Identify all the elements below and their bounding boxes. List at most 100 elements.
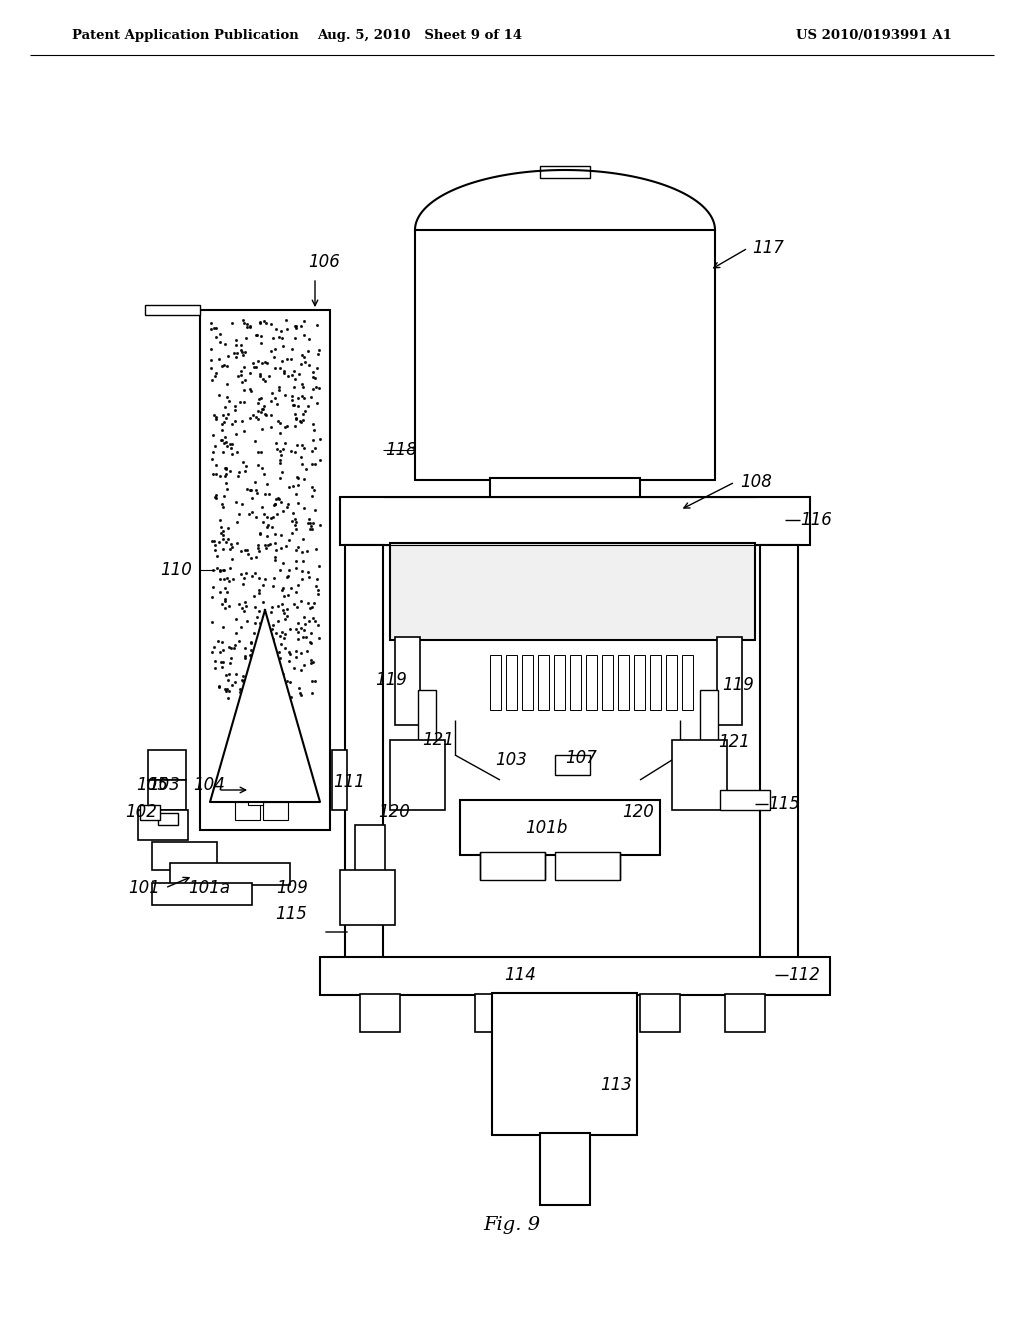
Point [233, 669, 250, 690]
Point [215, 560, 231, 581]
Point [303, 649, 319, 671]
Point [284, 338, 300, 359]
Point [234, 671, 251, 692]
Point [233, 360, 250, 381]
Point [206, 638, 222, 659]
Point [280, 585, 296, 606]
Point [303, 597, 319, 618]
Bar [720, 789, 770, 810]
Bar [418, 690, 436, 744]
Text: Aug. 5, 2010   Sheet 9 of 14: Aug. 5, 2010 Sheet 9 of 14 [317, 29, 522, 41]
Point [211, 676, 227, 697]
Point [213, 429, 229, 450]
Point [291, 677, 307, 698]
Bar [140, 805, 160, 820]
Point [254, 418, 270, 440]
Point [248, 407, 264, 428]
Point [284, 385, 300, 407]
Point [220, 671, 237, 692]
Point [263, 602, 280, 623]
Point [254, 399, 270, 420]
Point [248, 479, 264, 500]
Bar [682, 655, 693, 710]
Text: 120: 120 [622, 803, 654, 821]
Point [304, 486, 321, 507]
Point [238, 327, 254, 348]
Point [299, 540, 315, 561]
Point [288, 619, 304, 640]
Point [304, 413, 321, 434]
Point [256, 310, 272, 331]
Point [267, 432, 284, 453]
Point [268, 653, 285, 675]
Point [210, 631, 226, 652]
Point [249, 483, 265, 504]
Point [248, 356, 264, 378]
Point [288, 550, 304, 572]
Text: 115: 115 [768, 795, 800, 813]
Bar [540, 166, 590, 178]
Point [245, 653, 261, 675]
Point [266, 549, 283, 570]
Point [273, 634, 290, 655]
Point [267, 492, 284, 513]
Point [204, 370, 220, 391]
Point [214, 418, 230, 440]
Point [257, 535, 273, 556]
Point [211, 676, 227, 697]
Bar [672, 741, 727, 810]
Point [298, 627, 314, 648]
Point [220, 517, 237, 539]
Point [290, 474, 306, 495]
Point [293, 660, 309, 681]
Point [224, 444, 241, 465]
Point [259, 525, 275, 546]
Point [299, 640, 315, 661]
Point [243, 548, 259, 569]
Point [237, 461, 253, 482]
Point [252, 612, 268, 634]
Point [216, 334, 232, 355]
Point [233, 339, 250, 360]
Point [276, 432, 293, 453]
Point [220, 346, 237, 367]
Point [228, 334, 245, 355]
Bar [634, 655, 645, 710]
Point [220, 570, 237, 591]
Point [265, 327, 282, 348]
Point [232, 616, 249, 638]
Point [237, 638, 253, 659]
Point [251, 388, 267, 409]
Point [283, 577, 299, 598]
Point [271, 358, 288, 379]
Point [251, 568, 267, 589]
Point [307, 368, 324, 389]
Point [233, 411, 250, 432]
Point [298, 458, 314, 479]
Point [236, 310, 252, 331]
Point [265, 568, 282, 589]
Point [208, 407, 224, 428]
Point [302, 632, 318, 653]
Point [244, 566, 260, 587]
Point [271, 560, 288, 581]
Point [269, 487, 286, 508]
Point [295, 627, 311, 648]
Point [237, 601, 253, 622]
Point [243, 632, 259, 653]
Text: 102: 102 [125, 803, 157, 821]
Point [234, 574, 251, 595]
Text: 110: 110 [160, 561, 191, 579]
Point [306, 671, 323, 692]
Point [249, 606, 265, 627]
Bar [700, 690, 718, 744]
Point [255, 511, 271, 532]
Point [231, 678, 248, 700]
Text: 114: 114 [504, 966, 536, 983]
Bar [390, 741, 445, 810]
Point [292, 315, 308, 337]
Point [272, 321, 289, 342]
Bar [234, 803, 260, 820]
Point [247, 562, 263, 583]
Point [249, 323, 265, 345]
